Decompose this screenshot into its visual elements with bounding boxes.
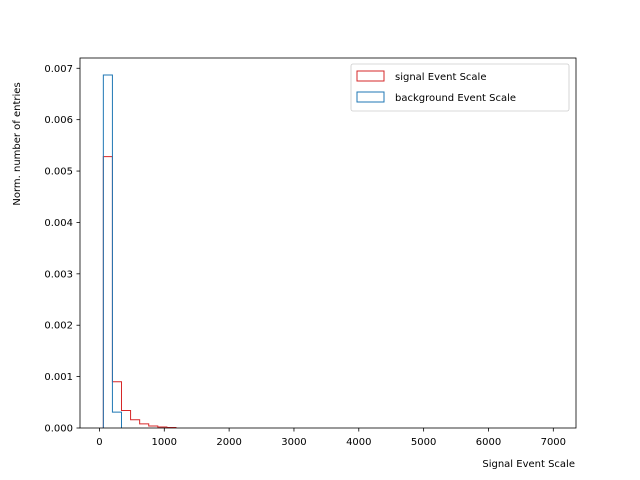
y-tick-label: 0.004 [44, 218, 73, 229]
x-tick-label: 2000 [216, 437, 241, 448]
y-tick-label: 0.000 [44, 424, 73, 435]
histogram-series-2 [102, 74, 122, 428]
legend-swatch-2 [356, 91, 385, 103]
legend-swatch-1 [356, 70, 385, 82]
y-tick-label: 0.001 [44, 372, 73, 383]
x-tick-label: 1000 [152, 437, 177, 448]
y-tick-label: 0.006 [44, 115, 73, 126]
x-tick-label: 5000 [411, 437, 436, 448]
x-tick-label: 3000 [281, 437, 306, 448]
y-tick-label: 0.005 [44, 167, 73, 178]
axes-frame [79, 57, 577, 429]
y-tick-label: 0.003 [44, 269, 73, 280]
legend-label-1: signal Event Scale [395, 72, 487, 83]
x-axis-label: Signal Event Scale [482, 459, 575, 470]
legend: signal Event Scale background Event Scale [350, 63, 570, 112]
y-tick-label: 0.007 [44, 64, 73, 75]
legend-box [350, 63, 570, 112]
x-tick-label: 7000 [541, 437, 566, 448]
x-tick-label: 0 [96, 437, 102, 448]
x-tick-label: 6000 [476, 437, 501, 448]
legend-label-2: background Event Scale [395, 93, 516, 104]
y-tick-label: 0.002 [44, 321, 73, 332]
x-tick-label: 4000 [346, 437, 371, 448]
y-axis-label: Norm. number of entries [12, 82, 23, 205]
axes: 0 1000 2000 3000 4000 5000 6000 7000 0.000 0.001 0… [44, 57, 577, 448]
plot-area [102, 74, 177, 428]
